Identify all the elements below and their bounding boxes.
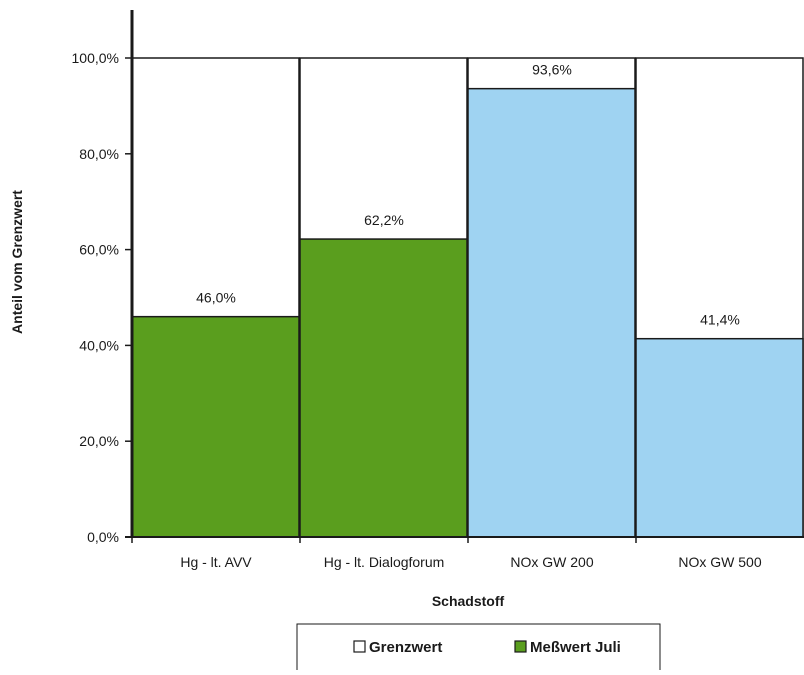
measured-bar <box>467 87 636 538</box>
x-tick-label: NOx GW 500 <box>678 554 761 570</box>
axes-layer <box>125 10 804 538</box>
measured-bar <box>299 238 468 538</box>
legend-label-grenzwert: Grenzwert <box>369 639 442 656</box>
y-tick-label: 100,0% <box>72 50 119 66</box>
x-tick-label: Hg - lt. Dialogforum <box>324 554 445 570</box>
y-axis-title: Anteil vom Grenzwert <box>9 190 25 334</box>
data-label: 62,2% <box>364 212 404 228</box>
y-tick-label: 20,0% <box>79 433 119 449</box>
y-tick-label: 0,0% <box>87 529 119 545</box>
data-label: 93,6% <box>532 62 572 78</box>
y-tick-label: 80,0% <box>79 146 119 162</box>
legend-swatch-messwert <box>514 640 527 653</box>
x-tick-label: NOx GW 200 <box>510 554 593 570</box>
legend-label-messwert: Meßwert Juli <box>530 639 621 656</box>
y-tick-label: 60,0% <box>79 242 119 258</box>
x-tick-label: Hg - lt. AVV <box>180 554 252 570</box>
y-tick-label: 40,0% <box>79 337 119 353</box>
legend-swatch-grenzwert <box>353 640 366 653</box>
x-axis-title: Schadstoff <box>432 593 505 609</box>
bars-layer <box>131 57 804 538</box>
data-label: 41,4% <box>700 312 740 328</box>
y-ticks: 0,0% 20,0% 40,0% 60,0% 80,0% 100,0% <box>72 50 132 545</box>
x-ticks: Hg - lt. AVV Hg - lt. Dialogforum NOx GW 2… <box>131 537 762 570</box>
measured-bar <box>131 315 300 538</box>
data-label: 46,0% <box>196 290 236 306</box>
measured-bar <box>635 337 804 538</box>
data-labels: 46,0% 62,2% 93,6% 41,4% <box>196 62 740 328</box>
legend: Grenzwert Meßwert Juli <box>296 623 661 675</box>
